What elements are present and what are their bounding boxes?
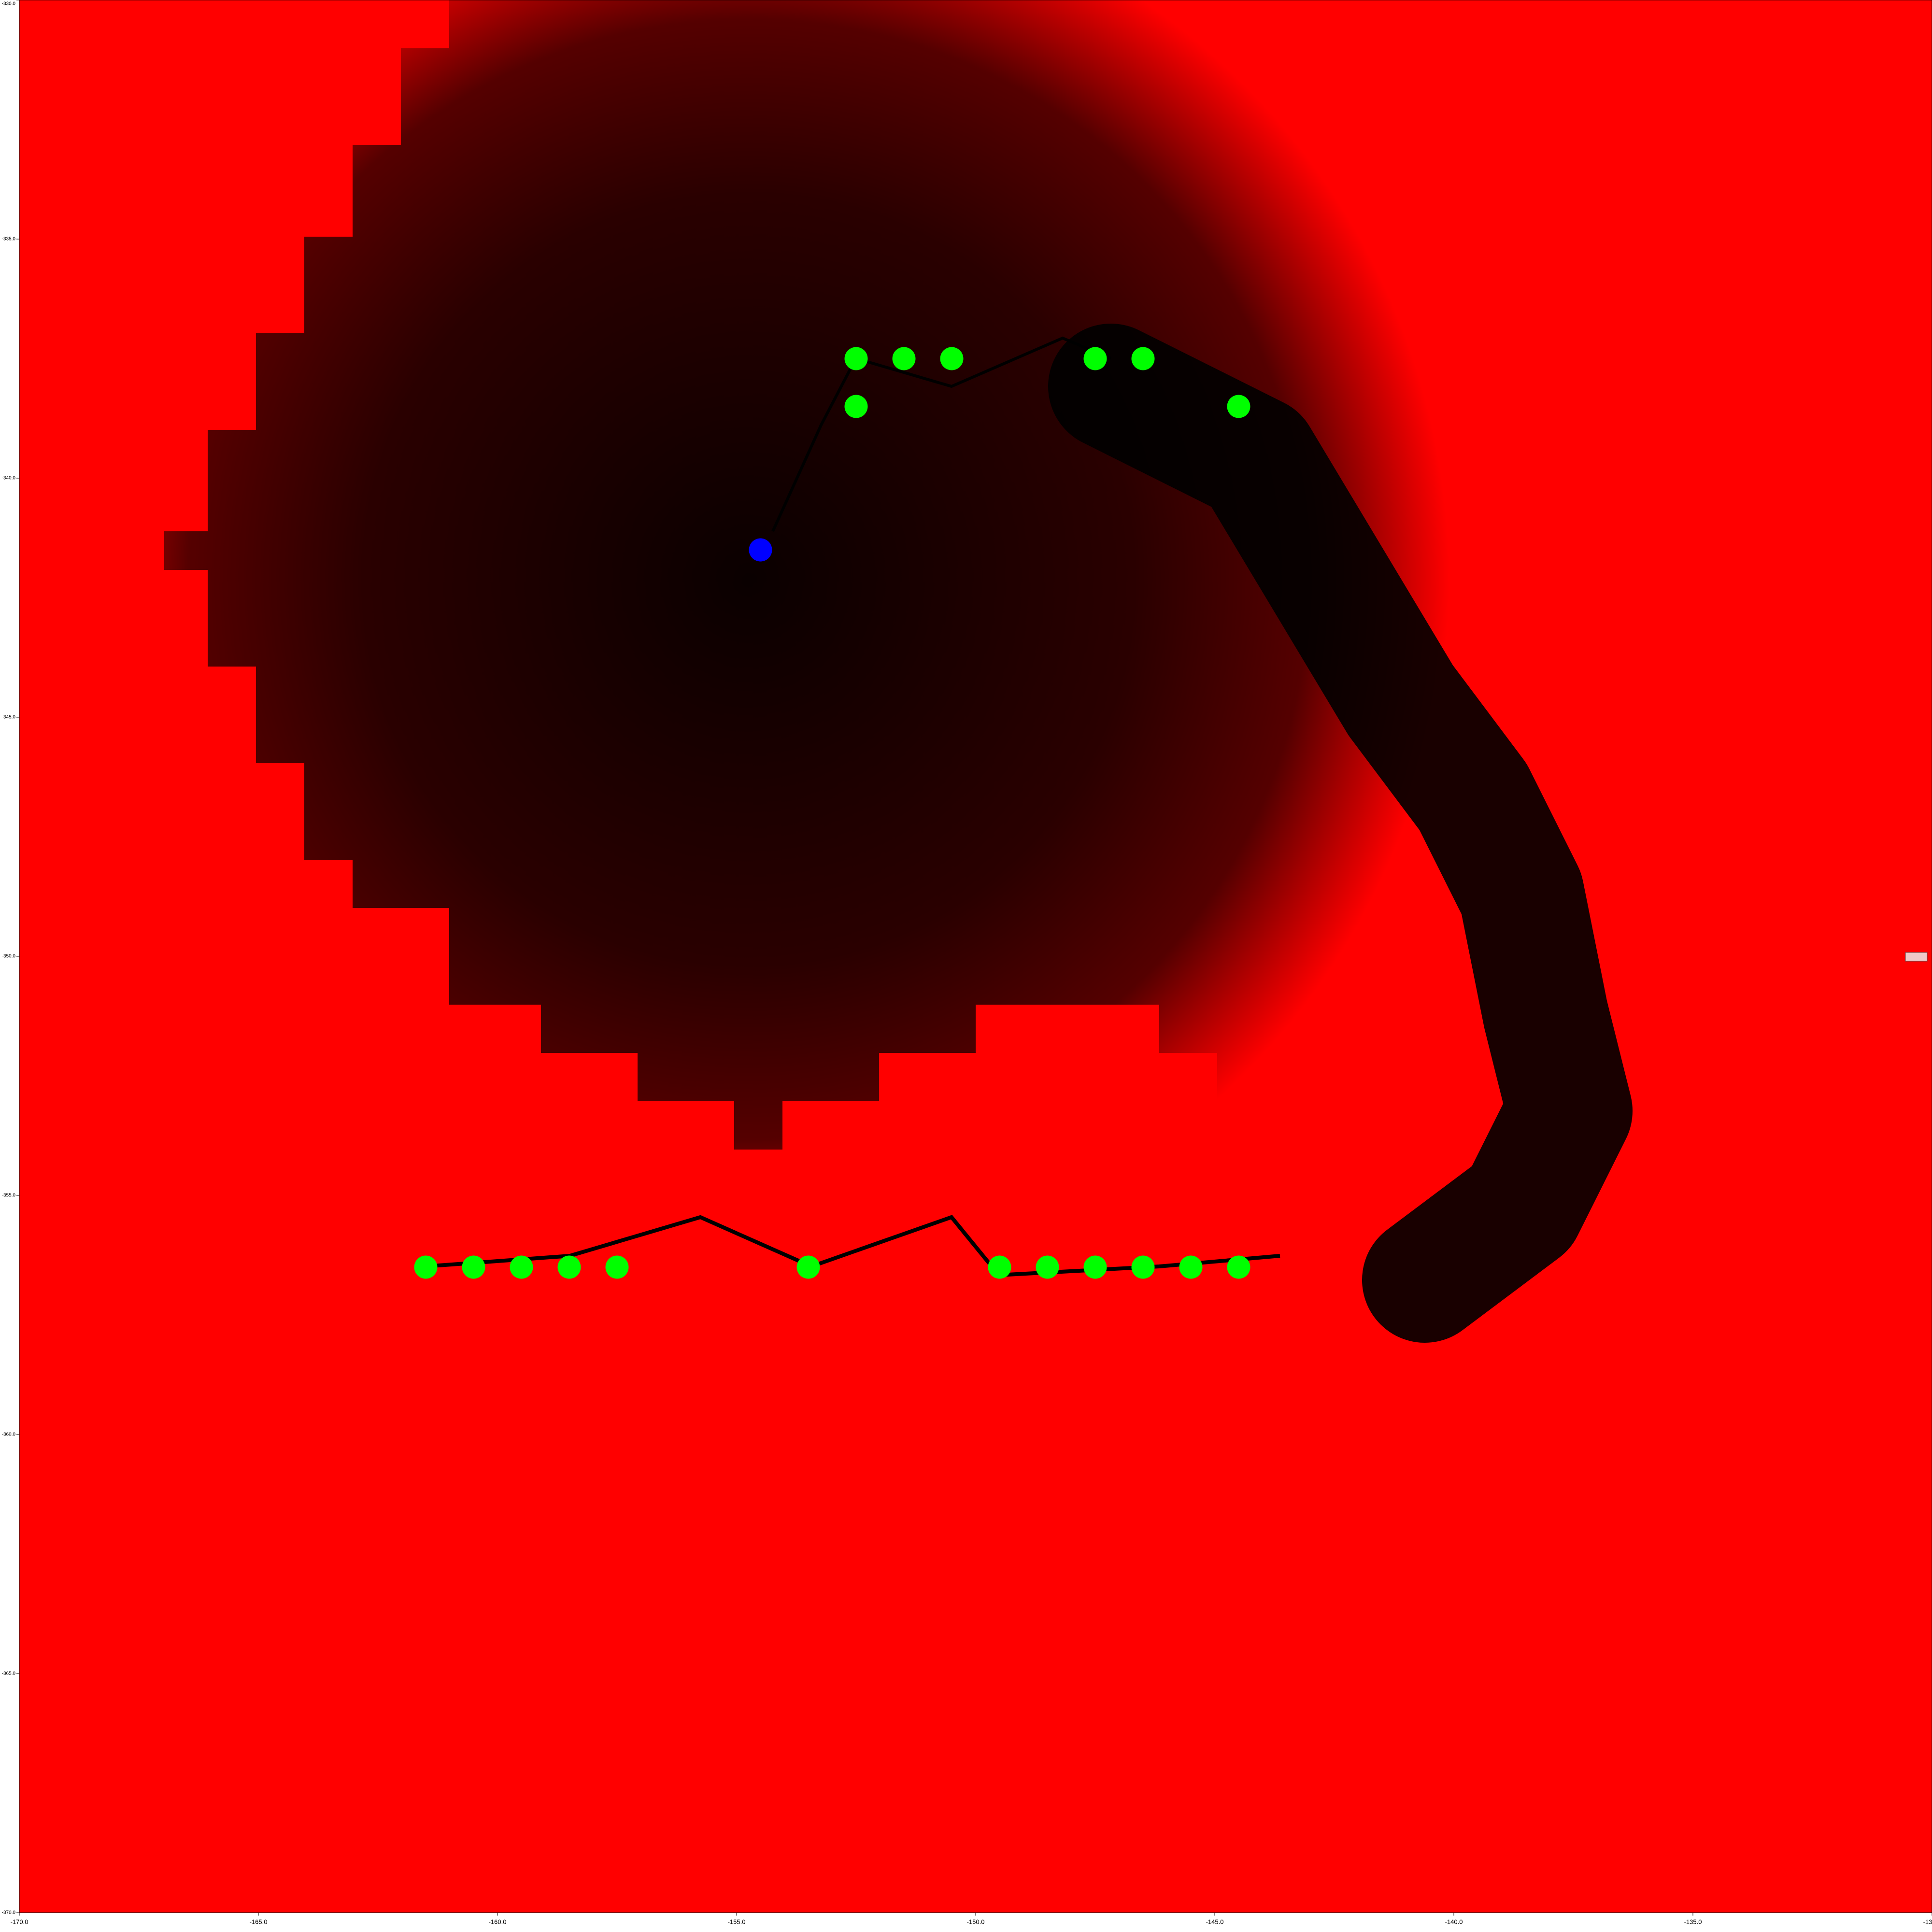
y-tick-label: -350.0 xyxy=(2,954,16,959)
point xyxy=(414,1255,438,1279)
y-tick-label: -330.0 xyxy=(2,1,16,7)
point xyxy=(557,1255,581,1279)
point xyxy=(1131,1255,1155,1279)
point xyxy=(1036,1255,1059,1279)
plot-frame xyxy=(19,0,1932,1913)
point xyxy=(892,347,916,370)
point xyxy=(796,1255,820,1279)
point xyxy=(605,1255,629,1279)
x-tick-label: -145.0 xyxy=(1206,1918,1224,1925)
x-tick-label: -160.0 xyxy=(489,1918,507,1925)
y-tick-label: -345.0 xyxy=(2,715,16,720)
x-tick-label: -135.0 xyxy=(1684,1918,1702,1925)
point xyxy=(510,1255,533,1279)
point xyxy=(940,347,964,370)
x-tick-label: -130.0 xyxy=(1923,1918,1932,1925)
point xyxy=(1083,1255,1107,1279)
y-tick-label: -370.0 xyxy=(2,1910,16,1916)
y-tick-label: -365.0 xyxy=(2,1671,16,1676)
y-tick-label: -360.0 xyxy=(2,1432,16,1437)
point xyxy=(749,538,772,562)
cost-field xyxy=(164,0,1835,1478)
x-tick-label: -165.0 xyxy=(250,1918,268,1925)
search-tree-branch xyxy=(771,336,1112,532)
point xyxy=(1179,1255,1203,1279)
x-tick-label: -155.0 xyxy=(728,1918,746,1925)
point xyxy=(1227,395,1250,418)
colorbar-stub xyxy=(1905,952,1928,962)
x-tick-label: -170.0 xyxy=(11,1918,28,1925)
point xyxy=(1227,1255,1250,1279)
x-tick-label: -140.0 xyxy=(1445,1918,1463,1925)
x-tick-label: -150.0 xyxy=(967,1918,985,1925)
search-tree xyxy=(1048,324,1633,1343)
point xyxy=(988,1255,1011,1279)
point xyxy=(1131,347,1155,370)
y-tick-label: -335.0 xyxy=(2,237,16,242)
point xyxy=(844,347,868,370)
point xyxy=(844,395,868,418)
y-tick-label: -355.0 xyxy=(2,1193,16,1198)
point xyxy=(462,1255,485,1279)
point xyxy=(1083,347,1107,370)
y-tick-label: -340.0 xyxy=(2,476,16,481)
